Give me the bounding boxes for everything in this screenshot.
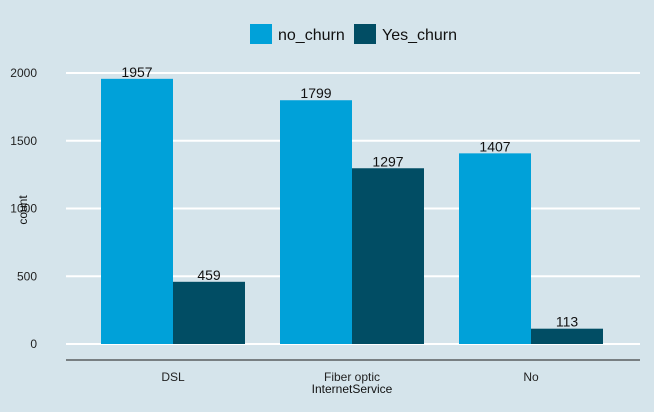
legend-label: no_churn — [278, 27, 345, 44]
x-tick-label: No — [523, 370, 539, 384]
bar-Yes_churn-0 — [173, 281, 245, 344]
bar-Yes_churn-1 — [352, 168, 424, 344]
data-label: 1957 — [121, 64, 152, 80]
data-labels: 1957 459 1799 1297 1407 113 — [121, 64, 578, 330]
data-label: 1407 — [479, 138, 510, 154]
y-tick-label: 2000 — [10, 66, 37, 80]
data-label: 1799 — [300, 85, 331, 101]
data-label: 459 — [197, 267, 221, 283]
bar-no_churn-0 — [101, 78, 173, 344]
legend-swatch — [250, 24, 272, 44]
y-axis-tick-labels: 0 500 1000 1500 2000 — [10, 66, 37, 351]
data-label: 1297 — [372, 153, 403, 169]
x-axis-title: InternetService — [312, 382, 393, 396]
y-axis-title: count — [16, 195, 30, 225]
legend-swatch — [354, 24, 376, 44]
bars — [101, 78, 603, 344]
bar-no_churn-1 — [280, 100, 352, 344]
y-tick-label: 0 — [30, 337, 37, 351]
bar-no_churn-2 — [459, 153, 531, 344]
bar-Yes_churn-2 — [531, 328, 603, 344]
x-tick-label: Fiber optic — [324, 370, 380, 384]
y-tick-label: 1000 — [10, 202, 37, 216]
x-tick-label: DSL — [161, 370, 185, 384]
x-axis-tick-labels: DSL Fiber optic No — [161, 370, 539, 384]
y-tick-label: 500 — [17, 269, 37, 283]
legend-item-Yes_churn: Yes_churn — [354, 24, 457, 44]
legend: no_churn Yes_churn — [250, 24, 457, 44]
legend-label: Yes_churn — [382, 27, 457, 44]
legend-item-no_churn: no_churn — [250, 24, 345, 44]
y-tick-label: 1500 — [10, 134, 37, 148]
data-label: 113 — [556, 314, 579, 330]
